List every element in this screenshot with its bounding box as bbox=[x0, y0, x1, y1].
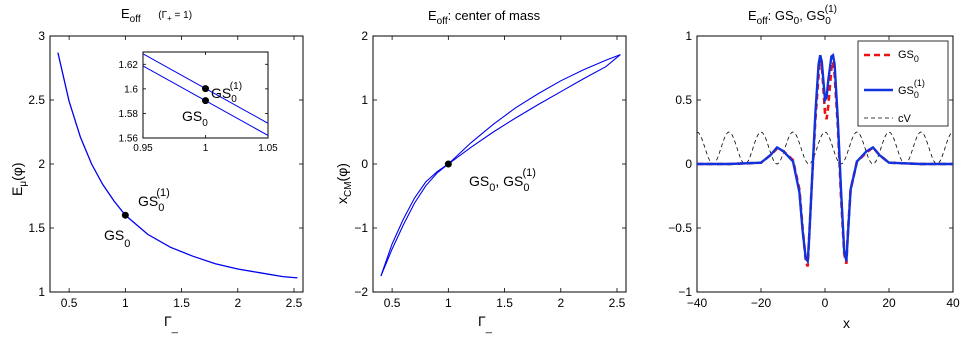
legend-cv-label: cV bbox=[898, 113, 912, 125]
energy-inset: 0.95 1 1.05 1.56 1.58 1.6 1.62 GS0(1) GS0 bbox=[119, 51, 278, 154]
cm-ytick-label: 1 bbox=[361, 93, 368, 107]
cm-xtick-label: 1 bbox=[445, 296, 452, 310]
energy-xtick-label: 0.5 bbox=[61, 296, 78, 310]
inset-xtick-label: 1.05 bbox=[258, 143, 278, 154]
gs01-annotation: GS0(1) bbox=[138, 187, 170, 214]
legend: GS0 GS0(1) cV bbox=[857, 40, 949, 127]
energy-xtick-label: 1 bbox=[122, 296, 129, 310]
inset-gs0-label: GS0 bbox=[182, 108, 208, 129]
energy-ytick-label: 1 bbox=[38, 285, 45, 299]
inset-gs01-point bbox=[202, 85, 209, 93]
energy-xtick-label: 2 bbox=[234, 296, 241, 310]
gs-xtick-label: 20 bbox=[882, 296, 896, 310]
cm-xtick-label: 0.5 bbox=[384, 296, 401, 310]
legend-gs01-label: GS0(1) bbox=[898, 78, 925, 100]
panel-cm-frame bbox=[372, 35, 627, 293]
cm-curve-2 bbox=[380, 54, 621, 277]
cm-ytick-label: −2 bbox=[354, 285, 368, 299]
legend-box bbox=[857, 40, 949, 127]
gs-ytick-label: 1 bbox=[685, 29, 692, 43]
gs-ytick-label: 0 bbox=[685, 157, 692, 171]
inset-ytick-label: 1.56 bbox=[119, 134, 139, 145]
cm-xtick-label: 2.5 bbox=[609, 296, 626, 310]
panel-cm-title: Eoff: center of mass bbox=[428, 8, 541, 27]
panel-energy-xlabel: Γ_ bbox=[164, 313, 179, 334]
panel-energy: 0.5 1 1.5 2 2.5 1 1.5 2 2.5 3 GS0(1) GS0 0.95 1 1.0… bbox=[9, 6, 304, 334]
energy-xtick-label: 2.5 bbox=[286, 296, 303, 310]
inset-xtick-label: 0.95 bbox=[133, 143, 153, 154]
gs-xtick-label: −20 bbox=[751, 296, 772, 310]
panel-center-of-mass: 0.5 1 1.5 2 2.5 −2 −1 0 1 2 GS0, GS0(1) Eoff: cen… bbox=[334, 8, 627, 334]
gs-point bbox=[121, 211, 129, 219]
cm-ytick-label: 0 bbox=[361, 157, 368, 171]
energy-ytick-label: 2 bbox=[38, 157, 45, 171]
inset-ticks: 0.95 1 1.05 1.56 1.58 1.6 1.62 bbox=[119, 52, 278, 154]
panel-energy-ylabel: Eμ(φ) bbox=[9, 162, 29, 196]
gs-xtick-label: −40 bbox=[687, 296, 708, 310]
cm-xtick-label: 1.5 bbox=[496, 296, 513, 310]
cm-gs-annotation: GS0, GS0(1) bbox=[469, 167, 536, 194]
energy-ytick-label: 2.5 bbox=[28, 93, 45, 107]
energy-curve bbox=[57, 52, 298, 279]
inset-gs0-point bbox=[202, 97, 209, 105]
inset-ytick-label: 1.6 bbox=[124, 84, 138, 95]
cv-series-line bbox=[696, 131, 954, 165]
gs01-series-line bbox=[697, 52, 953, 265]
legend-gs0-label: GS0 bbox=[898, 49, 919, 64]
gs-xtick-label: 40 bbox=[946, 296, 960, 310]
gs-xtick-label: 0 bbox=[822, 296, 829, 310]
inset-ytick-label: 1.58 bbox=[119, 109, 139, 120]
inset-xtick-label: 1 bbox=[203, 143, 209, 154]
energy-ytick-label: 1.5 bbox=[28, 221, 45, 235]
panel-energy-title: Eoff (Γ+ = 1) bbox=[121, 6, 192, 25]
panel-ground-states: −40 −20 0 20 40 −1 −0.5 0 0.5 1 GS0 GS0(1) cV Eof… bbox=[668, 4, 960, 331]
gs-ytick-label: −1 bbox=[678, 285, 692, 299]
gs0-annotation: GS0 bbox=[104, 227, 130, 250]
inset-gs01-label: GS0(1) bbox=[211, 81, 242, 105]
inset-ytick-label: 1.62 bbox=[119, 60, 139, 71]
gs-ytick-label: −0.5 bbox=[668, 221, 692, 235]
cm-curve-1 bbox=[380, 54, 621, 277]
cm-ytick-label: 2 bbox=[361, 29, 368, 43]
energy-xtick-label: 1.5 bbox=[173, 296, 190, 310]
cm-ytick-label: −1 bbox=[354, 221, 368, 235]
panel-energy-ticks: 0.5 1 1.5 2 2.5 1 1.5 2 2.5 3 bbox=[28, 29, 303, 310]
cm-xtick-label: 2 bbox=[557, 296, 564, 310]
panel-gs-xlabel: x bbox=[843, 315, 850, 331]
panel-cm-xlabel: Γ_ bbox=[478, 313, 493, 334]
cm-gs-point bbox=[444, 160, 452, 168]
panel-cm-ylabel: xCM(φ) bbox=[334, 163, 354, 204]
panel-gs-ticks: −40 −20 0 20 40 −1 −0.5 0 0.5 1 bbox=[668, 29, 960, 310]
energy-ytick-label: 3 bbox=[38, 29, 45, 43]
panel-gs-title: Eoff: GS0, GS0(1) bbox=[748, 4, 837, 27]
gs-ytick-label: 0.5 bbox=[675, 93, 692, 107]
panel-cm-ticks: 0.5 1 1.5 2 2.5 −2 −1 0 1 2 bbox=[354, 29, 626, 310]
